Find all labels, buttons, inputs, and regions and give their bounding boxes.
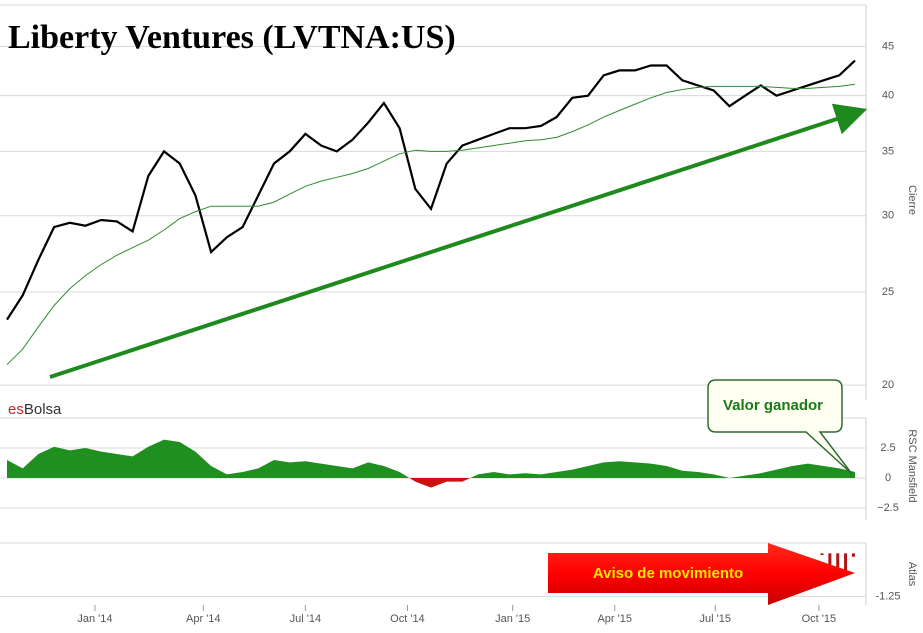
x-tick-label: Oct '14 xyxy=(390,613,425,625)
callout: Valor ganador xyxy=(707,379,853,475)
y-axis-label: Atlas xyxy=(906,562,918,587)
y-tick-label: 40 xyxy=(882,90,894,102)
signal-arrow: Aviso de movimiento xyxy=(548,543,855,605)
y-tick-label: 35 xyxy=(882,145,894,157)
bar xyxy=(836,553,840,578)
bar xyxy=(820,553,824,556)
price-line xyxy=(6,83,856,366)
bar xyxy=(844,553,848,574)
x-tick-label: Apr '15 xyxy=(597,613,632,625)
y-tick-label: 2.5 xyxy=(880,442,895,454)
signal-text: Aviso de movimiento xyxy=(593,565,743,582)
y-tick-label: 0 xyxy=(885,472,891,484)
price-line xyxy=(6,59,856,321)
logo-bolsa: Bolsa xyxy=(24,401,62,418)
callout-box xyxy=(707,379,853,475)
x-tick-label: Jul '14 xyxy=(290,613,321,625)
y-axis-label: Cierre xyxy=(906,185,918,215)
x-tick-label: Jan '15 xyxy=(495,613,530,625)
y-tick-label: −2.5 xyxy=(877,502,899,514)
y-tick-label: -1.25 xyxy=(875,590,900,602)
signal-arrow-shape xyxy=(548,543,855,605)
chart-title: Liberty Ventures (LVTNA:US) xyxy=(8,19,456,56)
y-axis-label: RSC Mansfield xyxy=(906,429,918,502)
x-tick-label: Jul '15 xyxy=(700,613,731,625)
y-tick-label: 25 xyxy=(882,286,894,298)
y-tick-label: 45 xyxy=(882,40,894,52)
x-tick-label: Apr '14 xyxy=(186,613,221,625)
x-tick-label: Oct '15 xyxy=(802,613,837,625)
logo: esBolsa xyxy=(8,401,62,418)
area-negative xyxy=(7,478,855,488)
x-tick-label: Jan '14 xyxy=(77,613,112,625)
bar xyxy=(851,553,855,557)
area-positive xyxy=(7,439,855,478)
plot-layer: 20 25 30 35 40 45 Cierre 2.5 0 −2.5 RSC Mansfield -… xyxy=(0,4,918,625)
y-tick-label: 20 xyxy=(882,379,894,391)
callout-text: Valor ganador xyxy=(723,397,823,414)
trend-arrow xyxy=(49,103,868,379)
logo-es: es xyxy=(8,401,24,418)
y-tick-label: 30 xyxy=(882,210,894,222)
